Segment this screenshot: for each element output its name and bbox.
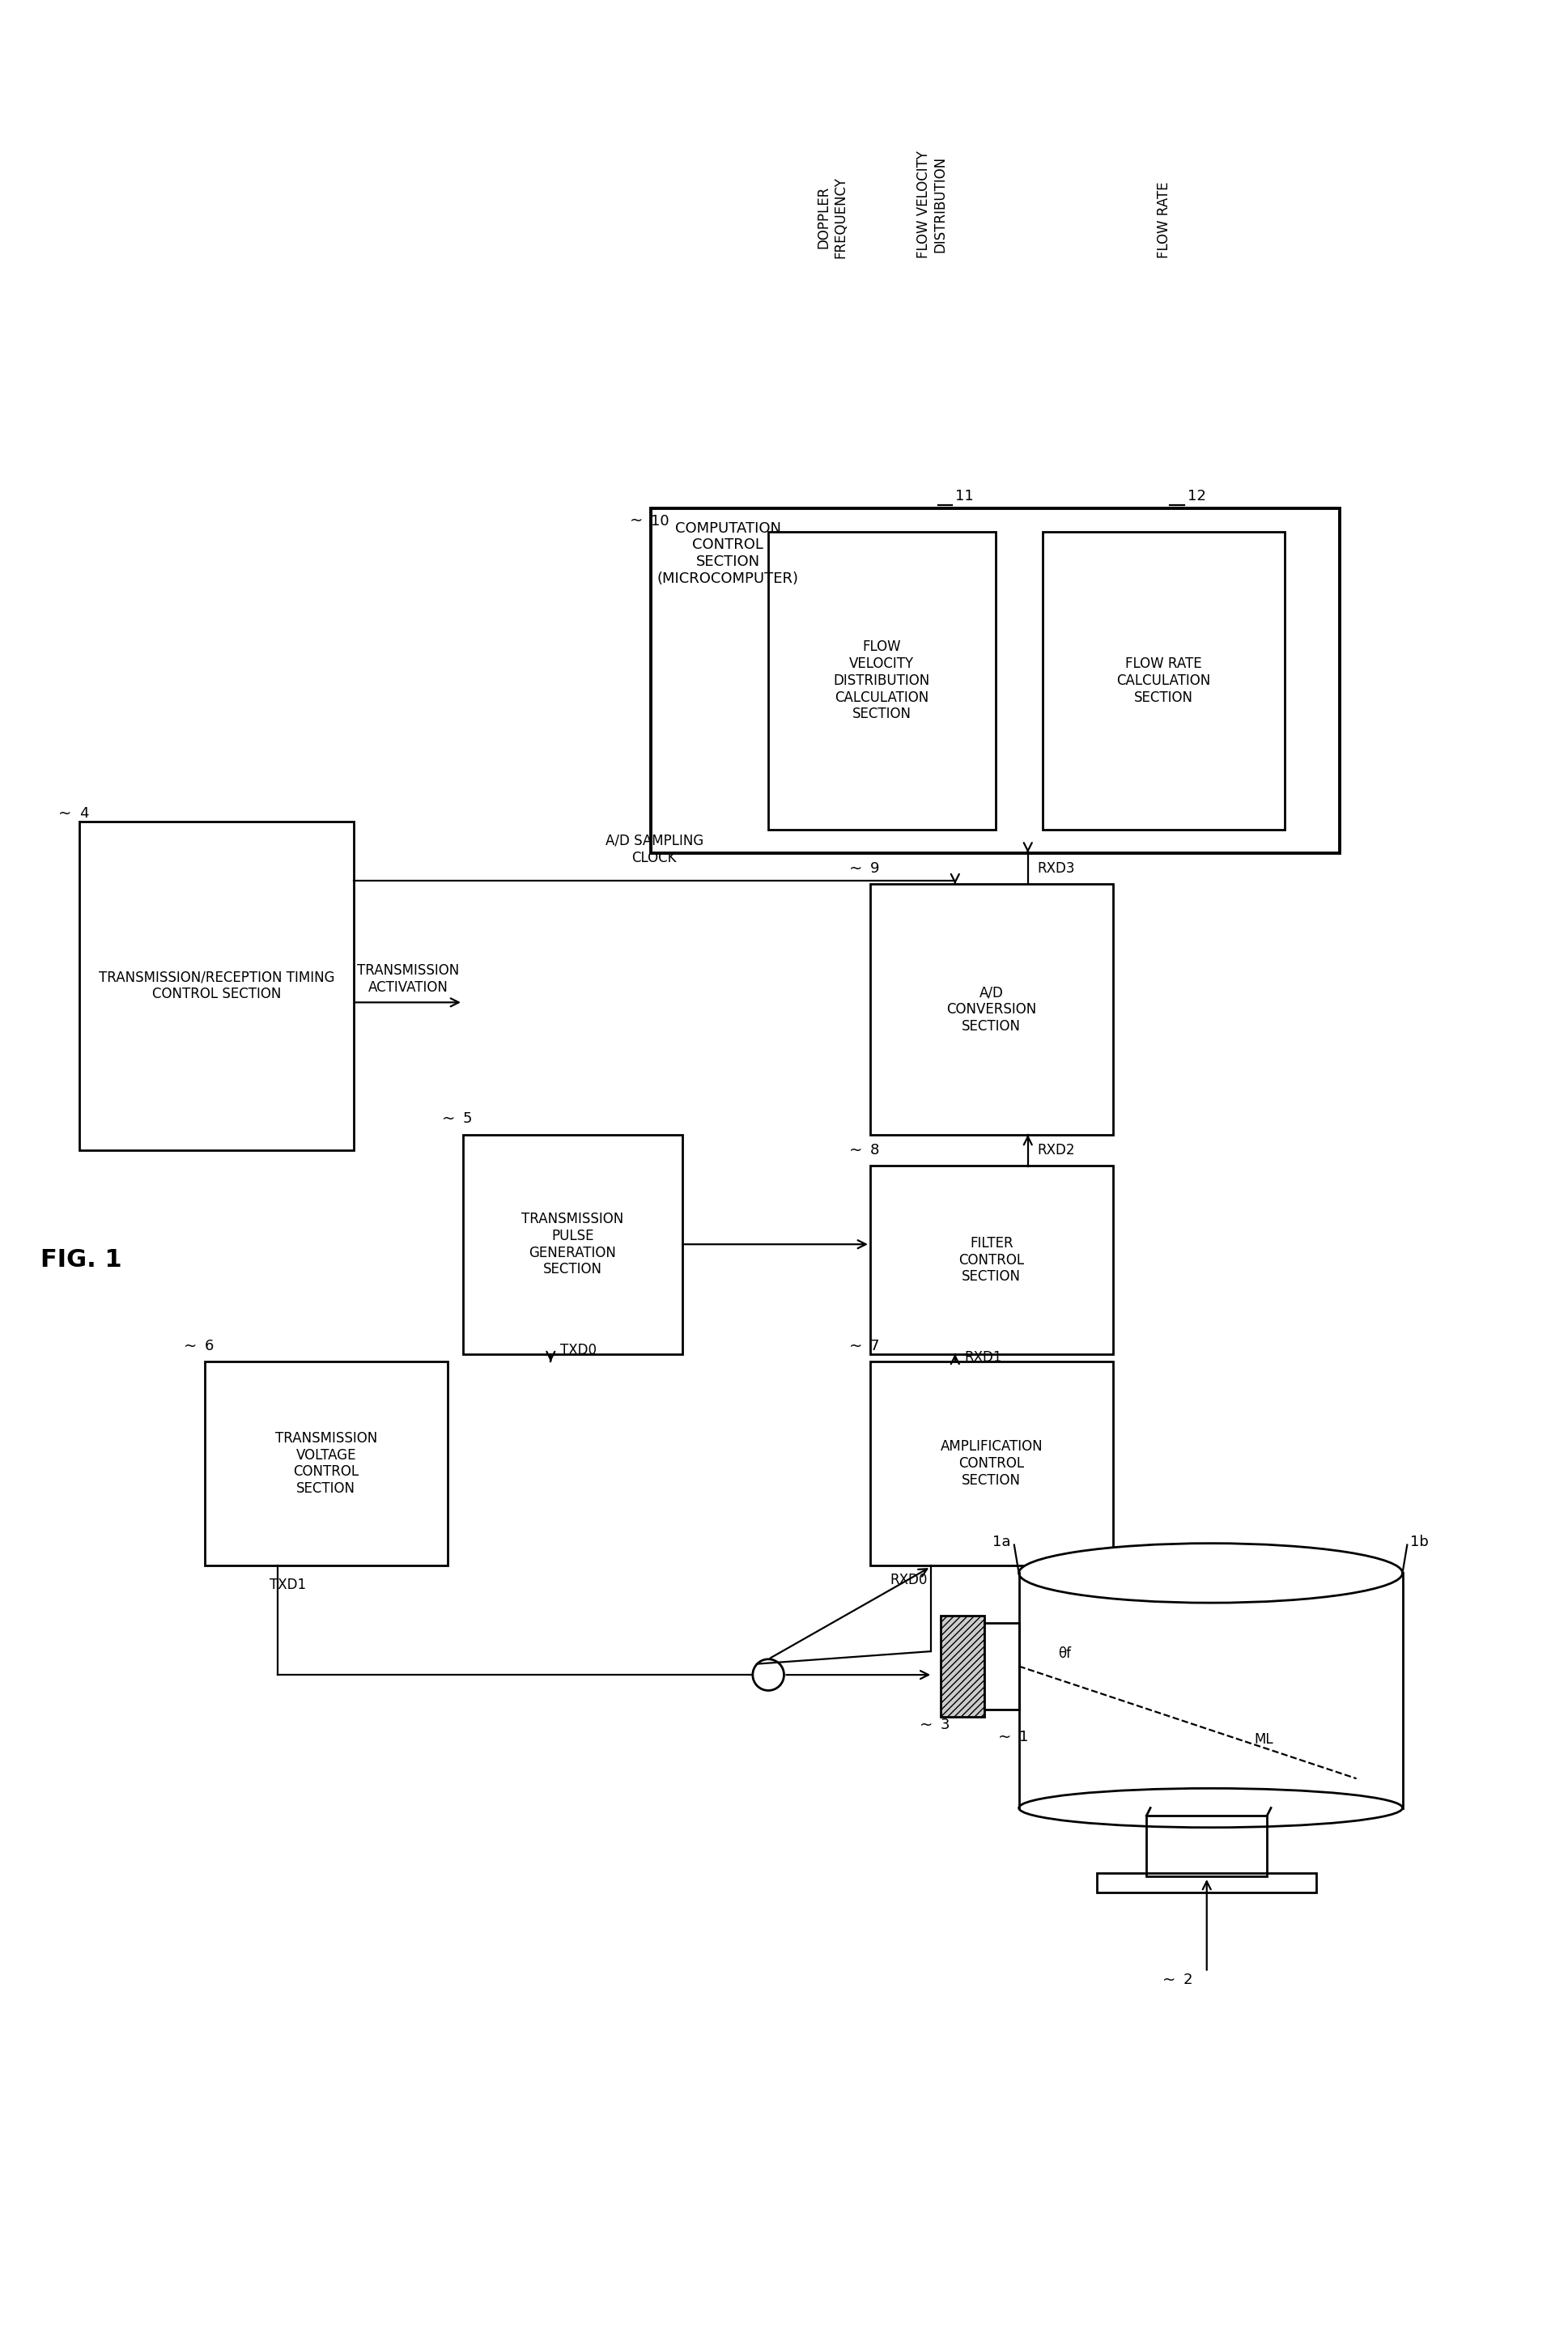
Text: ~: ~ <box>1162 1973 1176 1987</box>
Text: ~: ~ <box>58 807 72 821</box>
Bar <box>870 1166 1113 1355</box>
Bar <box>870 884 1113 1136</box>
Text: ~: ~ <box>183 1339 198 1355</box>
Text: 1a: 1a <box>993 1534 1011 1548</box>
Ellipse shape <box>1019 1544 1402 1602</box>
Text: ~: ~ <box>848 861 862 877</box>
Text: FLOW RATE: FLOW RATE <box>1157 182 1171 259</box>
Text: 1b: 1b <box>1410 1534 1428 1548</box>
Text: TXD0: TXD0 <box>560 1343 596 1357</box>
Ellipse shape <box>1019 1789 1402 1828</box>
Text: θf: θf <box>1058 1646 1071 1660</box>
Text: ~: ~ <box>997 1730 1011 1744</box>
Text: ~: ~ <box>848 1143 862 1159</box>
Text: 9: 9 <box>870 861 880 877</box>
Text: 6: 6 <box>205 1339 213 1353</box>
Text: RXD0: RXD0 <box>891 1574 928 1588</box>
Text: 2: 2 <box>1184 1973 1193 1987</box>
Text: TRANSMISSION
ACTIVATION: TRANSMISSION ACTIVATION <box>358 963 459 993</box>
Text: TRANSMISSION/RECEPTION TIMING
CONTROL SECTION: TRANSMISSION/RECEPTION TIMING CONTROL SE… <box>99 970 334 1003</box>
Text: 1: 1 <box>1019 1730 1029 1744</box>
Text: ML: ML <box>1254 1733 1273 1747</box>
Bar <box>651 508 1339 854</box>
Text: ~: ~ <box>919 1716 933 1733</box>
Text: TRANSMISSION
VOLTAGE
CONTROL
SECTION: TRANSMISSION VOLTAGE CONTROL SECTION <box>274 1432 378 1497</box>
Text: 8: 8 <box>870 1143 880 1157</box>
Bar <box>1146 1817 1267 1875</box>
Bar <box>80 821 353 1150</box>
Text: AMPLIFICATION
CONTROL
SECTION: AMPLIFICATION CONTROL SECTION <box>941 1439 1043 1488</box>
Text: FLOW
VELOCITY
DISTRIBUTION
CALCULATION
SECTION: FLOW VELOCITY DISTRIBUTION CALCULATION S… <box>834 639 930 721</box>
Text: 3: 3 <box>941 1719 950 1733</box>
Bar <box>205 1362 447 1565</box>
Circle shape <box>753 1658 784 1691</box>
Text: FILTER
CONTROL
SECTION: FILTER CONTROL SECTION <box>958 1236 1024 1285</box>
Text: ~: ~ <box>442 1112 455 1126</box>
Bar <box>985 1623 1019 1709</box>
Text: TXD1: TXD1 <box>270 1579 306 1593</box>
Text: 11: 11 <box>955 490 974 504</box>
Text: A/D SAMPLING
CLOCK: A/D SAMPLING CLOCK <box>605 833 704 865</box>
Bar <box>463 1136 682 1355</box>
Text: COMPUTATION
CONTROL
SECTION
(MICROCOMPUTER): COMPUTATION CONTROL SECTION (MICROCOMPUT… <box>657 520 798 585</box>
Text: FLOW RATE
CALCULATION
SECTION: FLOW RATE CALCULATION SECTION <box>1116 658 1210 704</box>
Text: 12: 12 <box>1187 490 1206 504</box>
Text: RXD1: RXD1 <box>964 1350 1002 1364</box>
Text: 4: 4 <box>80 807 89 821</box>
Text: RXD2: RXD2 <box>1038 1143 1076 1157</box>
Text: DOPPLER
FREQUENCY: DOPPLER FREQUENCY <box>817 177 848 259</box>
Bar <box>870 1362 1113 1565</box>
Text: 5: 5 <box>463 1112 472 1126</box>
Text: 10: 10 <box>651 513 670 529</box>
Text: TRANSMISSION
PULSE
GENERATION
SECTION: TRANSMISSION PULSE GENERATION SECTION <box>522 1213 624 1278</box>
Text: 7: 7 <box>870 1339 880 1353</box>
Bar <box>1043 532 1286 830</box>
Text: ~: ~ <box>630 513 643 529</box>
Text: A/D
CONVERSION
SECTION: A/D CONVERSION SECTION <box>947 986 1036 1033</box>
Text: RXD3: RXD3 <box>1038 861 1076 877</box>
Bar <box>941 1616 985 1716</box>
Text: ~: ~ <box>848 1339 862 1355</box>
Bar <box>768 532 996 830</box>
Text: FIG. 1: FIG. 1 <box>41 1248 122 1271</box>
Text: FLOW VELOCITY
DISTRIBUTION: FLOW VELOCITY DISTRIBUTION <box>916 149 947 259</box>
Bar <box>1098 1873 1317 1894</box>
